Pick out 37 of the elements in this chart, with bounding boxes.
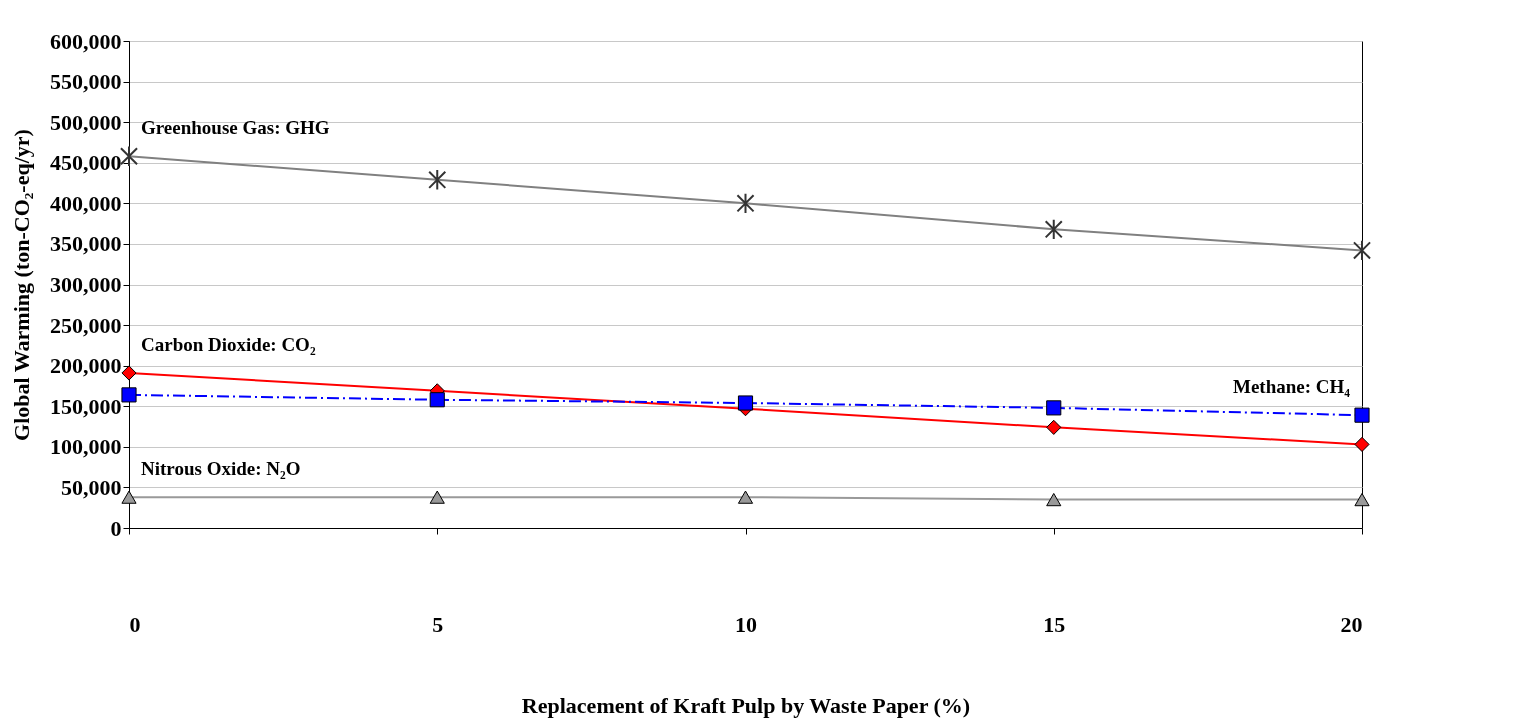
x-tick-label: 15	[1043, 611, 1066, 637]
y-tick-label: 100,000	[50, 434, 122, 460]
y-tick-label: 350,000	[50, 231, 122, 257]
y-tick-label: 200,000	[50, 353, 122, 379]
point	[1046, 400, 1062, 416]
point	[121, 365, 137, 381]
point	[737, 490, 754, 504]
series-label: Carbon Dioxide: CO₂	[141, 333, 316, 355]
x-tick-label: 0	[129, 611, 141, 637]
y-tick-label: 50,000	[61, 474, 122, 500]
point	[1046, 492, 1062, 507]
x-tick-label: 5	[432, 611, 444, 637]
point	[1354, 436, 1370, 452]
y-tick-label: 500,000	[50, 109, 122, 135]
point	[121, 387, 137, 403]
x-tick-label: 20	[1340, 611, 1363, 637]
series-label: Greenhouse Gas: GHG	[141, 117, 330, 139]
y-tick-label: 250,000	[50, 312, 122, 338]
x-tick-label: 10	[735, 611, 757, 637]
point	[737, 395, 754, 411]
point	[1354, 407, 1370, 423]
y-tick-label: 300,000	[50, 272, 122, 297]
y-axis-title: Global Warming (ton-CO₂-eq/yr)	[9, 129, 34, 441]
y-tick-label: 550,000	[50, 69, 122, 95]
point	[429, 490, 445, 504]
point	[1354, 492, 1370, 507]
y-tick-label: 450,000	[50, 150, 122, 176]
point	[429, 392, 445, 408]
point	[121, 490, 137, 504]
x-axis-title: Replacement of Kraft Pulp by Waste Paper (%)	[521, 692, 971, 718]
series-label: Nitrous Oxide: N₂O	[141, 458, 301, 480]
y-tick-label: 400,000	[50, 190, 122, 216]
series-label: Methane: CH₄	[1232, 376, 1351, 398]
y-tick-label: 600,000	[50, 28, 122, 54]
y-tick-label: 150,000	[50, 393, 122, 419]
point	[1046, 419, 1062, 435]
y-tick-label: 0	[110, 515, 122, 541]
